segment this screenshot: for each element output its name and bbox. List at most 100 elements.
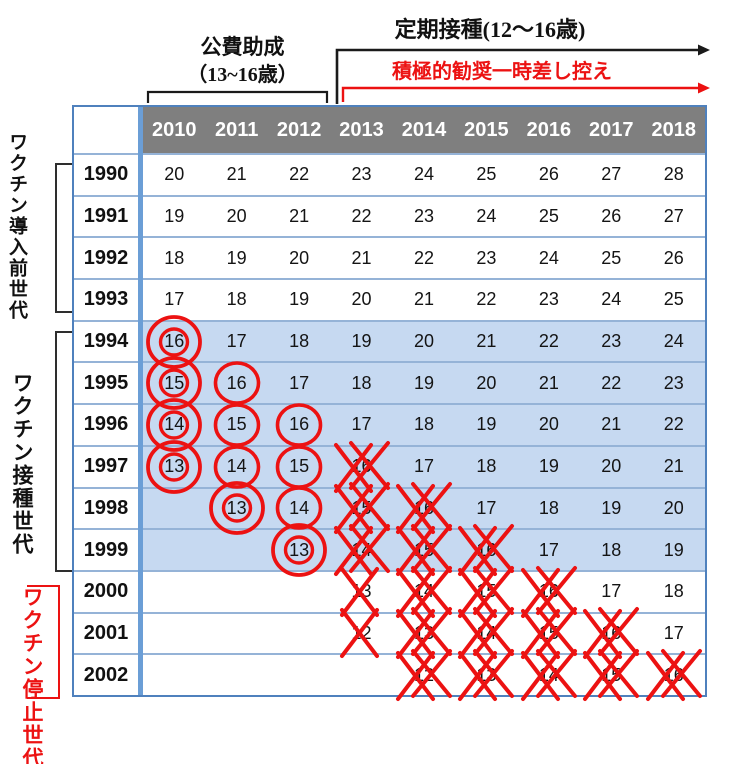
age-cell: 23 — [580, 322, 642, 362]
suspension-arrowhead-icon — [698, 82, 710, 94]
age-cell: 13 — [268, 523, 330, 577]
age-value: 14 — [413, 581, 434, 602]
bracket-stopped-icon — [27, 585, 60, 699]
table-row-1995: 1995 15 16 17 18 19 20 21 22 23 — [74, 356, 705, 411]
table-row-1993: 1993 17 18 19 20 21 22 23 24 25 — [74, 280, 705, 322]
age-cell: 16 — [518, 565, 580, 618]
age-cell: 18 — [580, 530, 642, 570]
col-header-2018: 2018 — [651, 118, 696, 141]
age-cell: 18 — [643, 572, 705, 612]
col-header-2015: 2015 — [464, 118, 509, 141]
age-value: 17 — [663, 622, 684, 643]
year-cell: 1995 — [74, 363, 138, 404]
routine-arrowhead-icon — [698, 44, 710, 56]
age-cell: 22 — [455, 280, 517, 320]
age-value: 20 — [476, 372, 497, 393]
bracket-pre-vaccine-icon — [55, 163, 72, 313]
age-cell: 25 — [580, 238, 642, 278]
age-value: 21 — [226, 164, 247, 185]
age-cell — [330, 655, 392, 695]
age-cell: 19 — [205, 238, 267, 278]
age-cell: 13 — [205, 481, 267, 536]
age-cell: 21 — [205, 155, 267, 195]
age-value: 23 — [413, 206, 434, 227]
age-cell: 12 — [393, 649, 455, 702]
age-value: 22 — [538, 331, 559, 352]
table-row-1990: 1990 20 21 22 23 24 25 26 27 28 — [74, 155, 705, 197]
age-value: 17 — [538, 539, 559, 560]
age-cell: 21 — [455, 322, 517, 362]
routine-arrow-line — [335, 48, 698, 104]
age-cell: 17 — [518, 530, 580, 570]
age-cell: 25 — [643, 280, 705, 320]
age-cell: 22 — [393, 238, 455, 278]
age-cell: 26 — [580, 197, 642, 237]
col-header-2010: 2010 — [151, 118, 197, 141]
side-label-pre-vaccine-generation: ワクチン導入前世代 — [6, 132, 27, 321]
age-value: 21 — [289, 206, 310, 227]
suspension-label: 積極的勧奨一時差し控え — [392, 61, 612, 83]
age-value: 21 — [663, 456, 684, 477]
age-value: 15 — [413, 539, 434, 560]
age-cell: 23 — [330, 155, 392, 195]
age-cell: 20 — [643, 489, 705, 529]
age-cell: 14 — [455, 607, 517, 660]
table-row-2001: 2001 12 13 14 15 16 17 — [74, 607, 705, 660]
year-cell: 2002 — [74, 655, 138, 695]
suspension-arrow-line — [341, 86, 698, 102]
age-cell: 22 — [330, 197, 392, 237]
age-cell: 19 — [580, 489, 642, 529]
age-value: 23 — [538, 289, 559, 310]
col-header-2016: 2016 — [526, 118, 572, 141]
age-cell: 17 — [205, 322, 267, 362]
age-cell: 17 — [143, 280, 205, 320]
age-value: 18 — [663, 581, 684, 602]
age-value: 21 — [476, 331, 497, 352]
age-cell: 17 — [455, 489, 517, 529]
year-cell: 1991 — [74, 196, 138, 237]
age-value: 18 — [538, 497, 559, 518]
age-cell: 15 — [268, 444, 330, 489]
age-value: 17 — [164, 289, 185, 310]
side-label-vaccinated-generation: ワクチン接種世代 — [10, 372, 33, 556]
age-value: 15 — [289, 456, 310, 477]
age-value: 16 — [476, 539, 497, 560]
age-cell: 17 — [330, 405, 392, 445]
age-value: 14 — [476, 622, 497, 643]
age-cell: 19 — [330, 322, 392, 362]
year-cell: 1999 — [74, 530, 138, 570]
table-header-row: 2010 2011 2012 2013 2014 2015 2016 2017 2018 — [74, 107, 705, 155]
age-value: 16 — [351, 456, 372, 477]
age-value: 25 — [601, 247, 622, 268]
age-cell — [268, 655, 330, 695]
age-cell: 14 — [393, 565, 455, 618]
age-cell — [143, 572, 205, 612]
age-value: 18 — [413, 414, 434, 435]
subsidy-bracket-icon — [146, 90, 329, 103]
age-value: 18 — [226, 289, 247, 310]
age-value: 23 — [351, 164, 372, 185]
age-value: 17 — [351, 414, 372, 435]
age-cell: 16 — [643, 649, 705, 702]
age-cell: 19 — [268, 280, 330, 320]
age-cell: 14 — [143, 398, 205, 452]
age-cell: 16 — [455, 524, 517, 577]
age-value: 19 — [476, 414, 497, 435]
age-value: 13 — [351, 581, 372, 602]
age-value: 16 — [289, 414, 310, 435]
age-cell: 18 — [268, 322, 330, 362]
age-value: 15 — [538, 622, 559, 643]
age-value: 14 — [538, 664, 559, 685]
age-value: 19 — [601, 497, 622, 518]
age-value: 16 — [601, 622, 622, 643]
age-value: 16 — [164, 331, 185, 352]
age-cell: 19 — [143, 197, 205, 237]
age-cell: 13 — [143, 439, 205, 494]
age-value: 16 — [413, 497, 434, 518]
age-value: 24 — [601, 289, 622, 310]
age-cell: 17 — [393, 447, 455, 487]
age-value: 21 — [601, 414, 622, 435]
year-cell: 1992 — [74, 238, 138, 279]
year-column-divider — [138, 107, 143, 695]
